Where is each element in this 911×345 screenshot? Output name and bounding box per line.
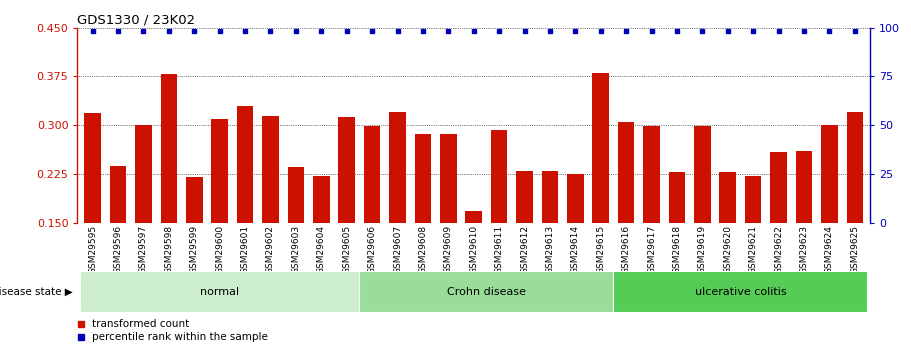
Bar xyxy=(466,211,482,320)
Bar xyxy=(389,112,405,320)
Text: GSM29610: GSM29610 xyxy=(469,225,478,274)
Bar xyxy=(618,122,634,320)
Text: GSM29622: GSM29622 xyxy=(774,225,783,274)
Text: GSM29609: GSM29609 xyxy=(444,225,453,274)
Bar xyxy=(771,152,787,320)
Text: GDS1330 / 23K02: GDS1330 / 23K02 xyxy=(77,13,196,27)
Bar xyxy=(542,170,558,320)
Text: GSM29604: GSM29604 xyxy=(317,225,326,274)
Text: disease state ▶: disease state ▶ xyxy=(0,287,73,296)
Bar xyxy=(262,116,279,320)
Bar xyxy=(237,106,253,320)
Text: GSM29595: GSM29595 xyxy=(88,225,97,274)
Text: GSM29625: GSM29625 xyxy=(850,225,859,274)
FancyBboxPatch shape xyxy=(80,271,360,312)
Text: GSM29605: GSM29605 xyxy=(343,225,352,274)
Bar xyxy=(288,167,304,320)
Text: transformed count: transformed count xyxy=(92,319,189,329)
Bar xyxy=(643,126,660,320)
Bar xyxy=(567,174,584,320)
Text: percentile rank within the sample: percentile rank within the sample xyxy=(92,332,268,342)
Bar xyxy=(85,114,101,320)
Bar xyxy=(160,75,177,320)
Text: GSM29597: GSM29597 xyxy=(139,225,148,274)
Bar xyxy=(110,166,127,320)
Bar xyxy=(440,134,456,320)
Bar xyxy=(363,126,381,320)
Bar xyxy=(339,117,355,320)
Text: GSM29621: GSM29621 xyxy=(749,225,758,274)
Text: normal: normal xyxy=(200,287,240,296)
Bar xyxy=(795,151,813,320)
Text: GSM29623: GSM29623 xyxy=(800,225,808,274)
Text: GSM29602: GSM29602 xyxy=(266,225,275,274)
Text: GSM29596: GSM29596 xyxy=(114,225,123,274)
Text: Crohn disease: Crohn disease xyxy=(447,287,526,296)
Text: GSM29615: GSM29615 xyxy=(596,225,605,274)
Bar xyxy=(415,134,431,320)
Text: GSM29616: GSM29616 xyxy=(621,225,630,274)
Text: GSM29603: GSM29603 xyxy=(292,225,301,274)
Text: GSM29624: GSM29624 xyxy=(824,225,834,274)
Bar xyxy=(821,125,837,320)
Text: GSM29617: GSM29617 xyxy=(647,225,656,274)
Bar xyxy=(694,126,711,320)
Text: GSM29601: GSM29601 xyxy=(241,225,250,274)
Text: GSM29608: GSM29608 xyxy=(418,225,427,274)
Text: GSM29606: GSM29606 xyxy=(368,225,376,274)
Bar xyxy=(135,125,152,320)
Text: GSM29607: GSM29607 xyxy=(393,225,402,274)
FancyBboxPatch shape xyxy=(613,271,867,312)
Bar xyxy=(211,119,228,320)
Bar xyxy=(491,130,507,320)
Bar xyxy=(720,172,736,320)
Text: GSM29612: GSM29612 xyxy=(520,225,529,274)
Text: GSM29620: GSM29620 xyxy=(723,225,732,274)
Text: GSM29600: GSM29600 xyxy=(215,225,224,274)
Text: ulcerative colitis: ulcerative colitis xyxy=(695,287,786,296)
Text: GSM29619: GSM29619 xyxy=(698,225,707,274)
Bar xyxy=(592,73,609,320)
Bar xyxy=(517,170,533,320)
Text: GSM29598: GSM29598 xyxy=(164,225,173,274)
Text: GSM29599: GSM29599 xyxy=(189,225,199,274)
Bar xyxy=(846,112,863,320)
Text: GSM29618: GSM29618 xyxy=(672,225,681,274)
Bar xyxy=(745,176,762,320)
Text: GSM29613: GSM29613 xyxy=(546,225,555,274)
Text: GSM29614: GSM29614 xyxy=(571,225,579,274)
Bar xyxy=(313,176,330,320)
Bar xyxy=(186,177,202,320)
FancyBboxPatch shape xyxy=(360,271,613,312)
Bar xyxy=(669,172,685,320)
Text: GSM29611: GSM29611 xyxy=(495,225,504,274)
